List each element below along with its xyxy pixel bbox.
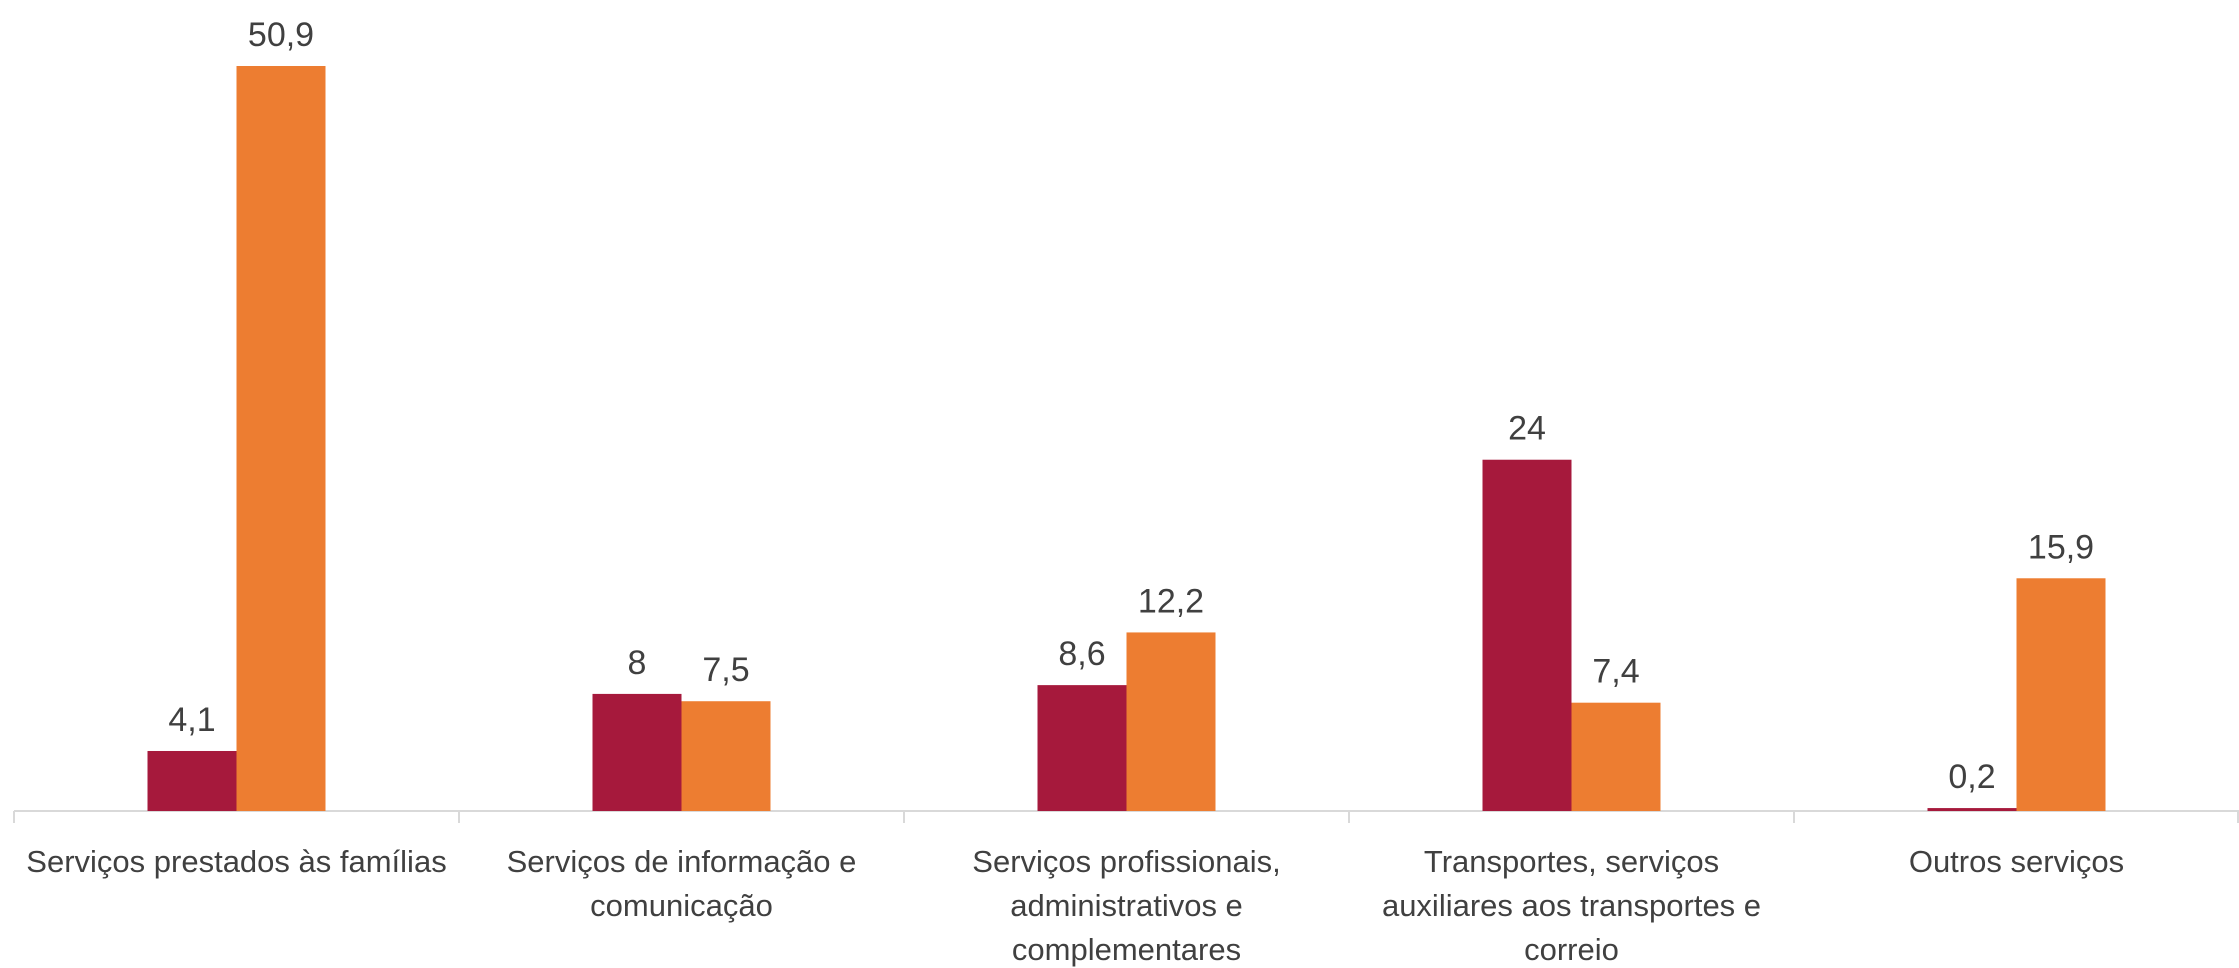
bar: [147, 750, 237, 811]
bar: [1571, 702, 1661, 811]
data-label: 50,9: [248, 16, 314, 54]
x-tick-label: Serviços profissionais, administrativos …: [972, 844, 1281, 967]
x-tick-label: Serviços prestados às famílias: [26, 844, 447, 879]
bar: [1927, 808, 2017, 811]
bar: [1482, 459, 1572, 811]
data-label: 8,6: [1058, 635, 1105, 673]
data-label: 4,1: [168, 701, 215, 739]
bar: [1037, 685, 1127, 811]
data-label: 7,5: [702, 651, 749, 689]
data-label: 12,2: [1138, 582, 1204, 620]
bar: [592, 693, 682, 811]
x-tick-label: Transportes, serviços auxiliares aos tra…: [1381, 844, 1762, 967]
data-label: 0,2: [1948, 758, 1995, 796]
bar: [236, 66, 326, 811]
x-tick-label: Outros serviços: [1908, 844, 2125, 879]
data-label: 8: [628, 644, 647, 682]
bar: [681, 701, 771, 811]
data-label: 15,9: [2028, 528, 2094, 566]
data-label: 7,4: [1592, 653, 1639, 691]
bar: [1126, 632, 1216, 811]
x-tick-label: Serviços de informação e comunicação: [506, 844, 857, 923]
data-label: 24: [1508, 410, 1546, 448]
bar: [2016, 578, 2106, 811]
